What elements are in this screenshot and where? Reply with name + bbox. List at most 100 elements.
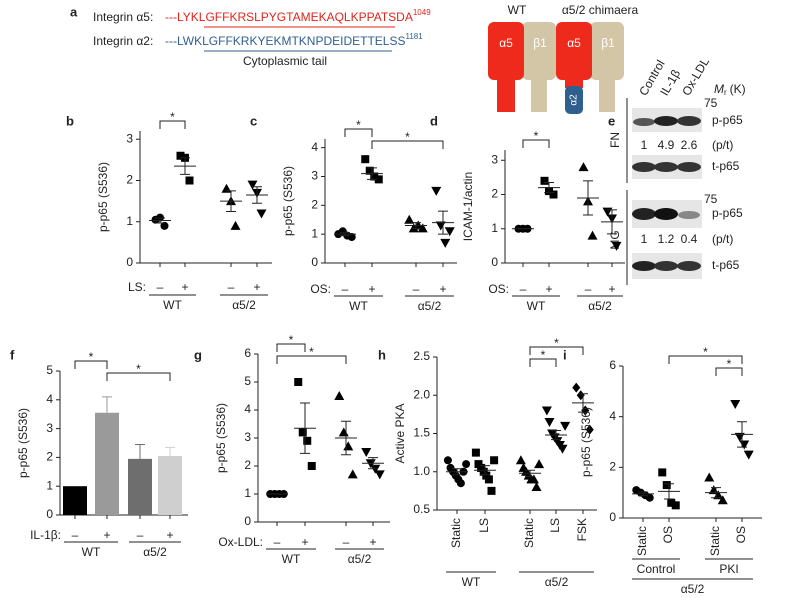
group-label: WT: [349, 299, 368, 313]
point: [160, 221, 169, 230]
significance-label: *: [554, 336, 559, 350]
significance-label: *: [703, 345, 708, 359]
panel-letter: i: [563, 347, 567, 362]
panel-letter: d: [430, 113, 438, 128]
y-tick-label: 2.5: [413, 349, 430, 363]
point: [307, 462, 316, 470]
error-bar: [252, 186, 262, 204]
group-label: WT: [82, 545, 101, 559]
alpha2-tail: [565, 86, 583, 114]
band: [654, 261, 678, 271]
band: [677, 116, 701, 126]
error-bar: [226, 190, 236, 212]
y-tick-label: 1.0: [413, 464, 430, 478]
x-tick-label: –: [520, 282, 527, 296]
error-bar: [341, 420, 351, 456]
mw-marker: 75: [704, 96, 718, 110]
x-tick-label: –: [137, 528, 144, 542]
band: [632, 162, 656, 172]
point: [490, 456, 499, 465]
sequence: ---LYKLGFFKRSLPYGTAMEKAQLKPPATSDA1049: [165, 8, 431, 24]
point: [531, 482, 542, 492]
point: [662, 481, 671, 490]
alpha-block: [556, 22, 592, 80]
point: [667, 498, 676, 507]
error-bar: [452, 468, 462, 476]
panel-letter: a: [70, 4, 78, 19]
significance-bracket: [74, 360, 108, 369]
x-tick-label: OS: [661, 526, 675, 543]
beta-block: [522, 22, 556, 80]
x-axis-label: IL-1β:: [30, 528, 61, 542]
point: [374, 470, 385, 480]
blot-label: t-p65: [712, 159, 740, 173]
error-bar: [544, 182, 554, 194]
point: [343, 441, 354, 451]
alpha-block: [488, 22, 524, 80]
x-tick-label: +: [253, 280, 260, 294]
lane-header: Ox-LDL: [679, 55, 712, 98]
y-tick-label: 6: [244, 346, 251, 360]
group-label: α5/2: [418, 299, 442, 313]
x-tick-label: LS: [477, 518, 491, 533]
significance-label: *: [534, 129, 539, 143]
group-label: α5/2: [348, 552, 372, 566]
point: [540, 176, 549, 185]
significance-bracket: [159, 120, 186, 129]
y-axis-label: p-p65 (S536): [214, 403, 228, 473]
error-bar: [664, 483, 674, 500]
error-bar: [583, 180, 593, 216]
y-tick-label: 0: [244, 514, 251, 528]
band: [632, 208, 656, 220]
x-axis-label: LS:: [128, 280, 146, 294]
blot-label: p-p65: [712, 206, 743, 220]
x-axis-label: OS:: [488, 282, 509, 296]
y-tick-label: 4: [609, 409, 616, 423]
y-tick-label: 5: [244, 374, 251, 388]
y-tick-label: 1.5: [413, 426, 430, 440]
error-bar: [578, 393, 588, 413]
panel-letter: h: [378, 347, 386, 362]
x-tick-label: –: [343, 535, 350, 549]
y-tick-label: 1: [46, 478, 53, 492]
mr-unit: (K): [730, 82, 746, 96]
y-axis-label: p-p65 (S536): [16, 408, 30, 478]
error-bar: [368, 457, 378, 470]
ratio-label: (p/t): [712, 232, 733, 246]
mw-marker: 75: [704, 192, 718, 206]
point: [444, 227, 455, 237]
bar: [95, 412, 119, 515]
point: [294, 378, 303, 386]
x-tick-label: +: [166, 528, 173, 542]
point: [576, 390, 585, 401]
error-bar: [737, 421, 747, 448]
y-axis-label: p-p65 (S536): [96, 162, 110, 232]
x-tick-label: +: [181, 280, 188, 294]
ratio: 4.9: [658, 138, 675, 152]
error-bar: [480, 465, 490, 476]
ratio: 0.4: [681, 232, 698, 246]
x-tick-label: Static: [522, 518, 536, 548]
mr-label: Mr (K): [714, 82, 746, 97]
point: [544, 418, 555, 428]
y-axis-label: Active PKA: [393, 403, 407, 463]
ratio-label: (p/t): [712, 138, 733, 152]
subunit-label: α2: [569, 94, 580, 106]
significance-label: *: [356, 118, 361, 132]
significance-label: *: [136, 362, 141, 376]
group-label: α5/2: [232, 298, 256, 312]
bar: [63, 486, 87, 515]
band: [654, 116, 678, 126]
point: [256, 209, 267, 219]
y-tick-label: 2: [126, 173, 133, 187]
band: [678, 211, 700, 219]
alpha-stalk: [565, 78, 583, 88]
band: [654, 208, 678, 220]
beta-stalk: [599, 78, 615, 112]
error-bar: [367, 167, 377, 180]
y-axis-label: p-p65 (S536): [579, 407, 593, 477]
error-bar: [165, 446, 175, 456]
y-axis-label: p-p65 (S536): [281, 166, 295, 236]
point: [658, 468, 667, 477]
point: [462, 460, 471, 469]
